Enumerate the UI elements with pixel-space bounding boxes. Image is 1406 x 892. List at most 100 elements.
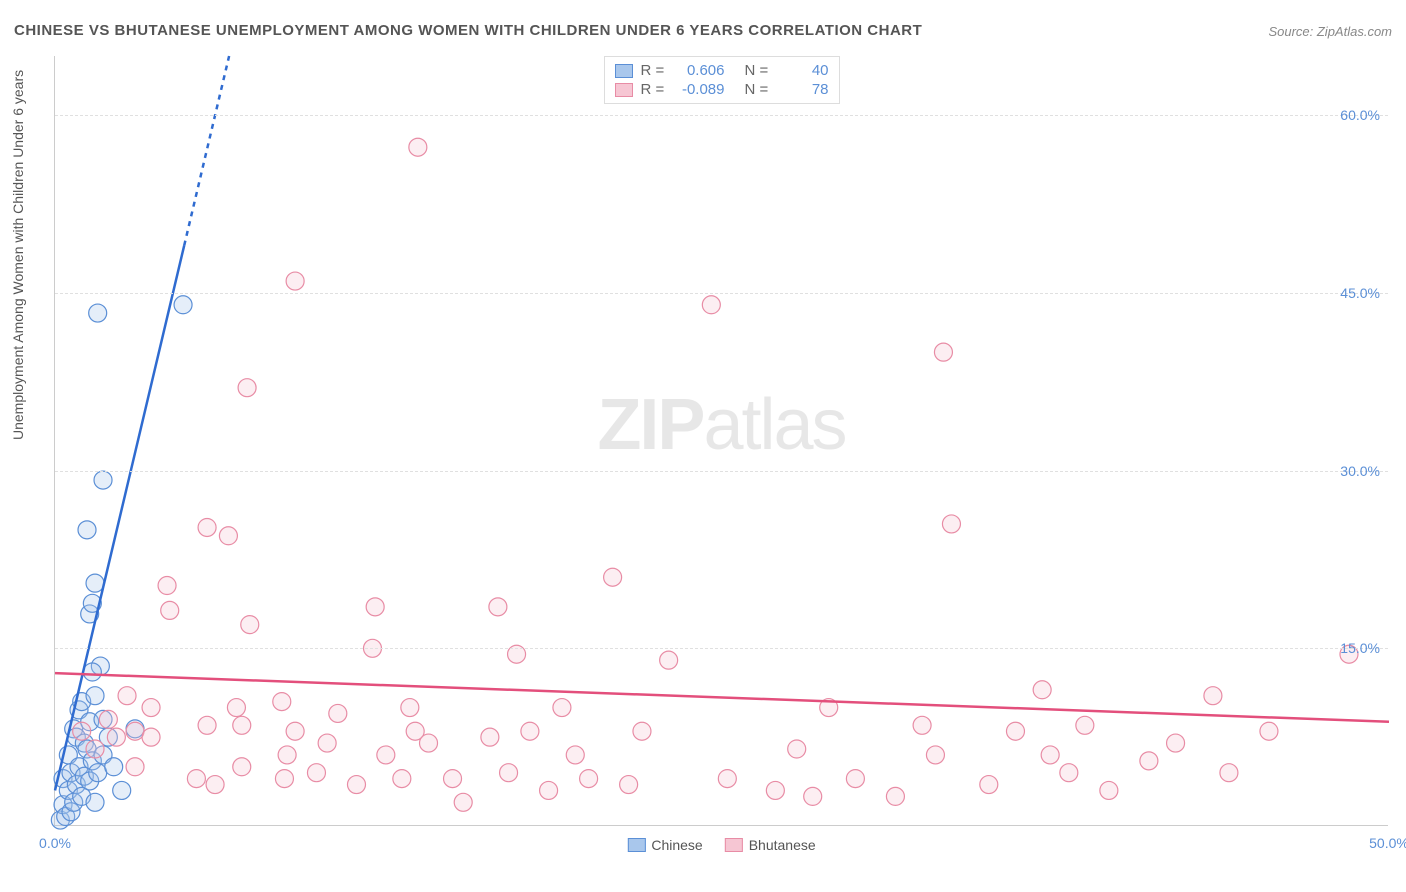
scatter-point xyxy=(1167,734,1185,752)
stat-n-label: N = xyxy=(745,81,771,98)
scatter-point xyxy=(89,764,107,782)
scatter-point xyxy=(444,770,462,788)
bottom-legend: Chinese Bhutanese xyxy=(627,837,815,853)
scatter-point xyxy=(206,776,224,794)
legend-item: Chinese xyxy=(627,837,702,853)
legend-swatch xyxy=(615,83,633,97)
scatter-point xyxy=(83,663,101,681)
scatter-point xyxy=(126,722,144,740)
legend-item: Bhutanese xyxy=(725,837,816,853)
scatter-point xyxy=(366,598,384,616)
scatter-point xyxy=(393,770,411,788)
scatter-point xyxy=(377,746,395,764)
scatter-point xyxy=(942,515,960,533)
scatter-point xyxy=(1204,687,1222,705)
scatter-point xyxy=(227,699,245,717)
scatter-point xyxy=(142,728,160,746)
scatter-point xyxy=(107,728,125,746)
stats-legend-box: R = 0.606 N = 40 R = -0.089 N = 78 xyxy=(604,56,840,104)
scatter-point xyxy=(161,601,179,619)
stats-row: R = 0.606 N = 40 xyxy=(615,61,829,80)
scatter-point xyxy=(187,770,205,788)
source-label: Source: ZipAtlas.com xyxy=(1268,24,1392,39)
scatter-point xyxy=(86,687,104,705)
scatter-point xyxy=(278,746,296,764)
scatter-point xyxy=(126,758,144,776)
stat-r-value: -0.089 xyxy=(675,81,725,98)
scatter-point xyxy=(105,758,123,776)
scatter-point xyxy=(318,734,336,752)
scatter-point xyxy=(566,746,584,764)
scatter-point xyxy=(481,728,499,746)
scatter-point xyxy=(1041,746,1059,764)
stat-n-label: N = xyxy=(745,62,771,79)
scatter-point xyxy=(553,699,571,717)
scatter-point xyxy=(926,746,944,764)
x-tick-label: 50.0% xyxy=(1369,835,1406,851)
scatter-point xyxy=(174,296,192,314)
scatter-point xyxy=(275,770,293,788)
y-tick-label: 60.0% xyxy=(1340,107,1380,123)
legend-swatch xyxy=(627,838,645,852)
scatter-point xyxy=(1260,722,1278,740)
scatter-point xyxy=(118,687,136,705)
stats-row: R = -0.089 N = 78 xyxy=(615,80,829,99)
scatter-point xyxy=(620,776,638,794)
stat-n-value: 78 xyxy=(779,81,829,98)
chart-container: CHINESE VS BHUTANESE UNEMPLOYMENT AMONG … xyxy=(0,0,1406,892)
scatter-point xyxy=(99,710,117,728)
scatter-point xyxy=(238,379,256,397)
y-tick-label: 30.0% xyxy=(1340,463,1380,479)
scatter-point xyxy=(886,787,904,805)
scatter-point xyxy=(219,527,237,545)
scatter-point xyxy=(604,568,622,586)
scatter-point xyxy=(286,722,304,740)
scatter-point xyxy=(86,574,104,592)
legend-swatch xyxy=(725,838,743,852)
scatter-point xyxy=(633,722,651,740)
scatter-point xyxy=(78,521,96,539)
scatter-point xyxy=(89,304,107,322)
scatter-point xyxy=(540,781,558,799)
plot-area: ZIPatlas R =0.606N =40R =-0.089N =78 Chi… xyxy=(54,56,1388,826)
scatter-point xyxy=(113,781,131,799)
scatter-point xyxy=(934,343,952,361)
gridline xyxy=(55,648,1388,649)
scatter-point xyxy=(347,776,365,794)
legend-swatch xyxy=(615,64,633,78)
y-tick-label: 15.0% xyxy=(1340,640,1380,656)
gridline xyxy=(55,293,1388,294)
scatter-point xyxy=(307,764,325,782)
scatter-point xyxy=(273,693,291,711)
scatter-point xyxy=(1060,764,1078,782)
scatter-point xyxy=(766,781,784,799)
scatter-point xyxy=(489,598,507,616)
stat-r-label: R = xyxy=(641,62,667,79)
scatter-point xyxy=(420,734,438,752)
gridline xyxy=(55,471,1388,472)
scatter-point xyxy=(233,758,251,776)
trend-line-dashed xyxy=(184,56,229,246)
scatter-point xyxy=(718,770,736,788)
scatter-point xyxy=(86,740,104,758)
x-tick-label: 0.0% xyxy=(39,835,71,851)
trend-line xyxy=(55,246,184,791)
stat-r-value: 0.606 xyxy=(675,62,725,79)
stat-n-value: 40 xyxy=(779,62,829,79)
scatter-point xyxy=(241,616,259,634)
scatter-point xyxy=(409,138,427,156)
scatter-point xyxy=(1100,781,1118,799)
scatter-point xyxy=(1006,722,1024,740)
scatter-point xyxy=(454,793,472,811)
scatter-point xyxy=(286,272,304,290)
scatter-point xyxy=(158,577,176,595)
legend-label: Chinese xyxy=(651,837,702,853)
scatter-point xyxy=(198,716,216,734)
scatter-point xyxy=(198,518,216,536)
y-tick-label: 45.0% xyxy=(1340,285,1380,301)
scatter-point xyxy=(846,770,864,788)
chart-title: CHINESE VS BHUTANESE UNEMPLOYMENT AMONG … xyxy=(14,22,922,39)
scatter-point xyxy=(233,716,251,734)
stat-r-label: R = xyxy=(641,81,667,98)
scatter-point xyxy=(329,704,347,722)
